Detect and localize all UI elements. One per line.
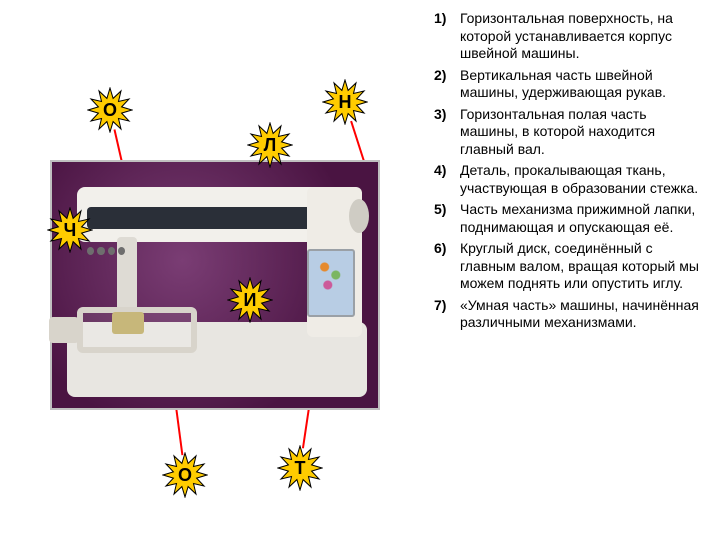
star-letter: Л <box>247 122 293 168</box>
definition-list: Горизонтальная поверхность, на которой у… <box>420 10 710 332</box>
sewing-machine-illustration <box>67 177 367 397</box>
star-i: И <box>227 277 273 323</box>
definition-item: Горизонтальная поверхность, на которой у… <box>460 10 702 63</box>
star-letter: Н <box>322 79 368 125</box>
star-n: Н <box>322 79 368 125</box>
star-letter: Ч <box>47 207 93 253</box>
star-letter: О <box>162 452 208 498</box>
photo-frame <box>50 160 380 410</box>
machine-hoop-arm <box>49 317 79 343</box>
star-letter: Т <box>277 445 323 491</box>
machine-handwheel <box>349 199 369 233</box>
star-o-top: О <box>87 87 133 133</box>
star-letter: И <box>227 277 273 323</box>
machine-presser-foot <box>112 312 144 334</box>
star-o-bot: О <box>162 452 208 498</box>
definition-item: Деталь, прокалывающая ткань, участвующая… <box>460 162 702 197</box>
machine-touchscreen <box>307 249 355 317</box>
definition-item: Часть механизма прижимной лапки, поднима… <box>460 201 702 236</box>
definition-item: «Умная часть» машины, начинённая различн… <box>460 297 702 332</box>
star-letter: О <box>87 87 133 133</box>
definitions-panel: Горизонтальная поверхность, на которой у… <box>420 10 710 530</box>
definition-item: Круглый диск, соединённый с главным вало… <box>460 240 702 293</box>
definition-item: Горизонтальная полая часть машины, в кот… <box>460 106 702 159</box>
definition-item: Вертикальная часть швейной машины, удерж… <box>460 67 702 102</box>
diagram-area: О НЛ Ч И О Т <box>0 0 410 540</box>
star-t: Т <box>277 445 323 491</box>
star-ch: Ч <box>47 207 93 253</box>
star-l: Л <box>247 122 293 168</box>
page: О НЛ Ч И О Т Горизонтальная поверхность, на к… <box>0 0 720 540</box>
